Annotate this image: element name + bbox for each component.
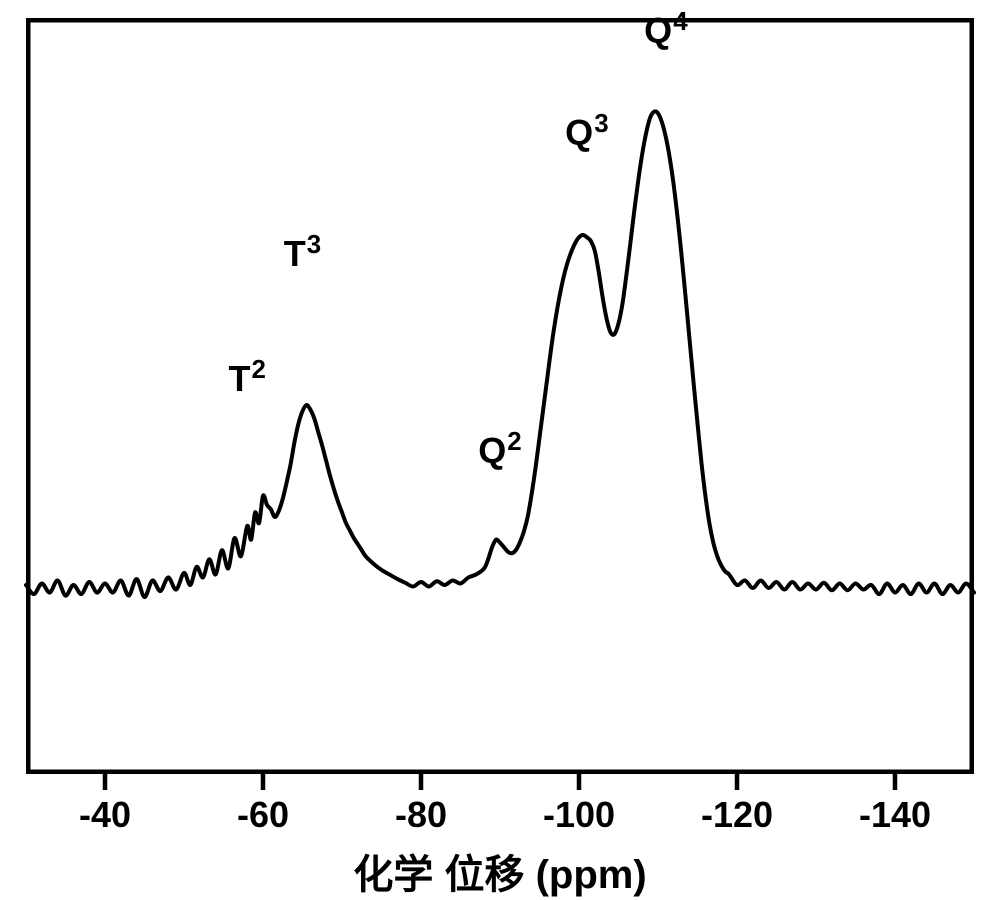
x-tick-label: -120: [701, 794, 773, 836]
nmr-spectrum-figure: -40-60-80-100-120-140 化学 位移 (ppm) T2T3Q2…: [0, 0, 1000, 889]
peak-label-Q4: Q4: [644, 10, 687, 52]
peak-label-Q3: Q3: [565, 112, 608, 154]
spectrum-line: [26, 111, 974, 597]
plot-border: [28, 20, 972, 772]
peak-label-T2: T2: [228, 358, 265, 400]
plot-area: [26, 18, 974, 774]
peak-label-T3: T3: [284, 233, 321, 275]
x-tick-label: -100: [543, 794, 615, 836]
x-tick-label: -40: [79, 794, 131, 836]
x-axis-label: 化学 位移 (ppm): [353, 842, 646, 900]
x-tick-label: -80: [395, 794, 447, 836]
x-tick-label: -140: [859, 794, 931, 836]
peak-label-Q2: Q2: [478, 430, 521, 472]
x-tick-label: -60: [237, 794, 289, 836]
